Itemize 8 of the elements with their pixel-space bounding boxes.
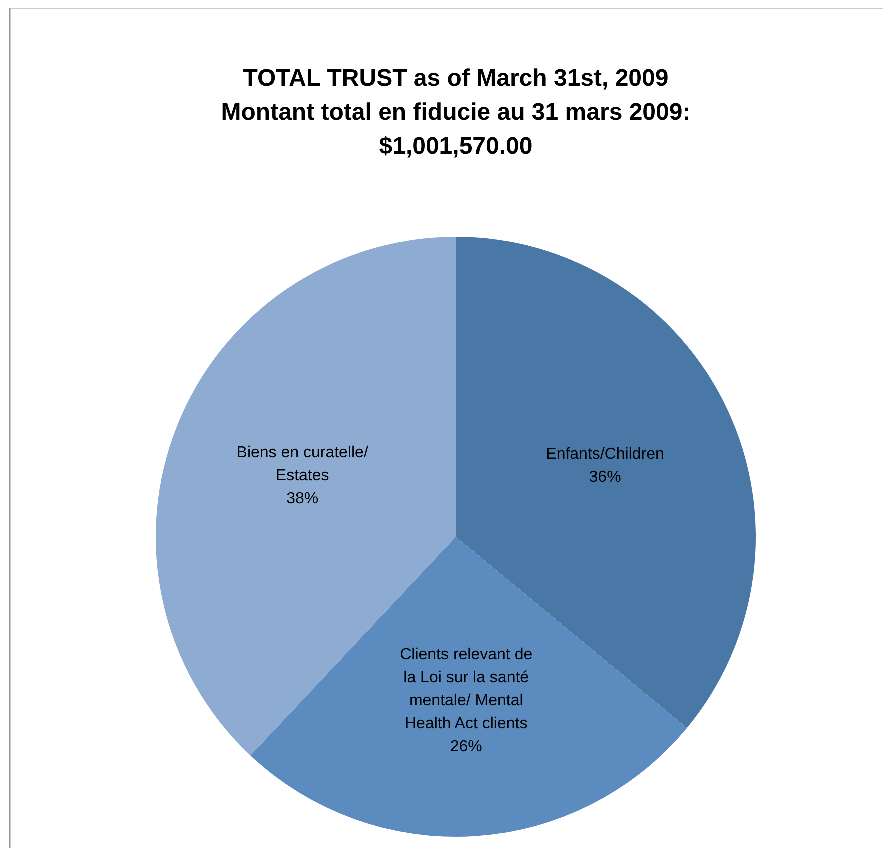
slice-label: Clients relevant de la Loi sur la santé mentale/ Mental Health Act clients [400, 646, 533, 733]
chart-title: TOTAL TRUST as of March 31st, 2009 Montant total en fiducie au 31 mars 2009: $1,001,570.00 [221, 65, 691, 160]
slice-label: Enfants/Children [546, 446, 664, 464]
data-label: 26% [450, 738, 482, 756]
pie-slice [250, 537, 688, 837]
data-label: 36% [589, 469, 622, 486]
data-label: 38% [286, 490, 319, 508]
slice-label: Biens en curatelle/ Estates [236, 444, 369, 484]
